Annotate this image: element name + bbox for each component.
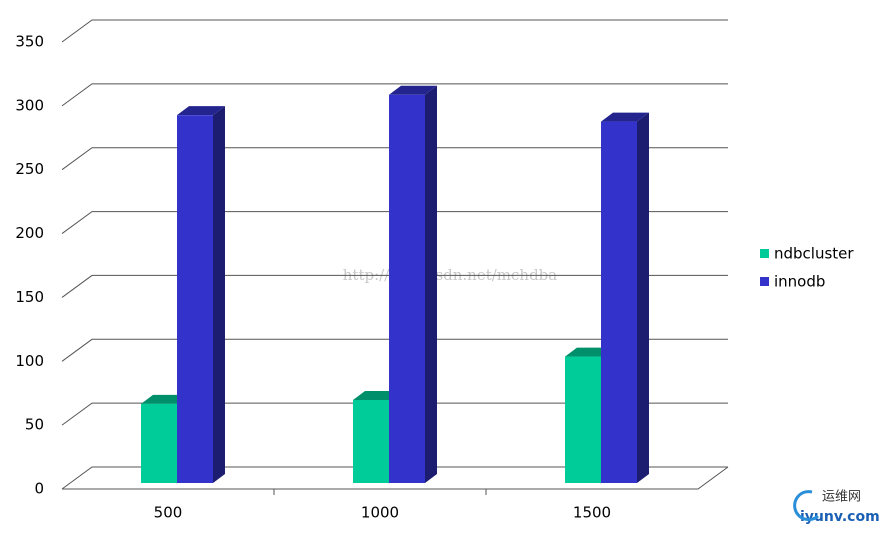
logo-text: iyunv.com bbox=[800, 509, 880, 525]
grid-line bbox=[61, 147, 728, 171]
grid-line bbox=[61, 83, 728, 107]
bar bbox=[565, 356, 601, 483]
legend-swatch bbox=[760, 277, 769, 286]
bar-top bbox=[601, 112, 649, 122]
logo-text: 运维网 bbox=[822, 490, 861, 505]
bar bbox=[177, 115, 213, 483]
legend-swatch bbox=[760, 249, 769, 258]
bar-side bbox=[425, 85, 437, 484]
bar-side bbox=[637, 112, 649, 483]
bar bbox=[389, 94, 425, 484]
x-tick-label: 1000 bbox=[361, 504, 399, 522]
y-tick-label: 50 bbox=[25, 416, 44, 434]
grid-line bbox=[61, 19, 728, 43]
bar-top bbox=[389, 85, 437, 95]
bar bbox=[141, 403, 177, 483]
y-tick-label: 200 bbox=[15, 224, 44, 242]
bar-side bbox=[213, 106, 225, 483]
bar bbox=[353, 399, 389, 483]
grid-line bbox=[61, 402, 728, 426]
bar bbox=[601, 121, 637, 483]
y-tick-label: 300 bbox=[15, 96, 44, 114]
bar-top bbox=[177, 106, 225, 116]
legend-label: innodb bbox=[774, 273, 825, 291]
x-tick-label: 500 bbox=[154, 504, 183, 522]
logo-icon bbox=[793, 490, 820, 522]
legend-label: ndbcluster bbox=[774, 245, 854, 263]
grid-line bbox=[61, 338, 728, 362]
y-tick-label: 250 bbox=[15, 160, 44, 178]
grid-line bbox=[61, 211, 728, 234]
y-tick-label: 100 bbox=[15, 352, 44, 370]
y-tick-label: 0 bbox=[34, 480, 44, 498]
y-tick-label: 150 bbox=[15, 288, 44, 306]
x-tick-label: 1500 bbox=[573, 504, 611, 522]
y-tick-label: 350 bbox=[15, 33, 44, 51]
grid-line bbox=[61, 274, 728, 298]
grid-line bbox=[61, 466, 728, 490]
